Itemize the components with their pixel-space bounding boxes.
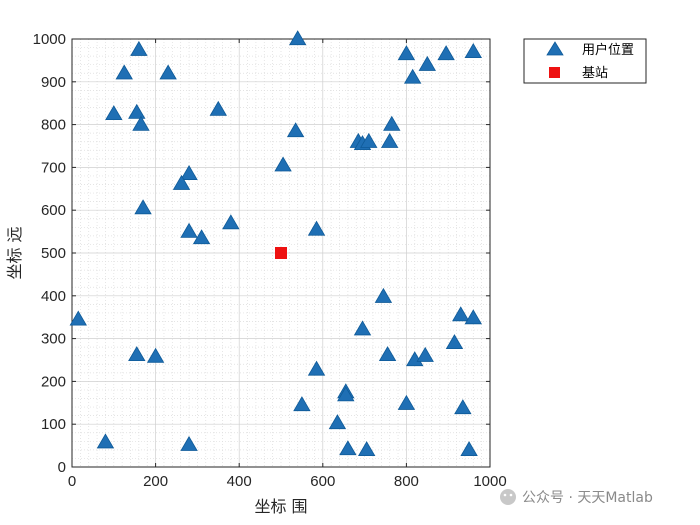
user-location-point [289, 30, 307, 46]
user-location-point [105, 105, 123, 121]
x-tick-label: 0 [68, 473, 76, 490]
user-location-point [437, 45, 455, 61]
user-location-point [328, 414, 347, 430]
y-tick-label: 1000 [33, 31, 66, 48]
y-tick-label: 900 [41, 74, 66, 91]
watermark-text: 公众号 · 天天Matlab [522, 490, 653, 506]
user-location-point [146, 347, 165, 363]
y-tick-labels: 0 100 200 300 400 500 600 700 800 900 1000 [33, 31, 66, 476]
user-location-point [374, 287, 393, 303]
y-tick-label: 800 [41, 117, 66, 134]
user-location-point [378, 346, 397, 362]
y-tick-label: 400 [41, 288, 66, 305]
y-axis-label: 坐标 远 [5, 226, 24, 279]
user-location-point [180, 165, 198, 180]
x-tick-label: 800 [394, 473, 419, 490]
user-location-point [339, 440, 357, 456]
user-location-point [353, 320, 372, 336]
user-location-point [337, 386, 355, 402]
y-tick-label: 100 [41, 416, 66, 433]
axis-ticks [71, 38, 491, 468]
user-location-point [464, 43, 482, 58]
x-tick-labels: 0 200 400 600 800 1000 [68, 473, 507, 490]
user-location-point [307, 360, 326, 376]
y-tick-label: 300 [41, 331, 66, 348]
user-location-point [134, 199, 152, 215]
user-location-point [397, 45, 416, 61]
legend-box [523, 38, 647, 84]
user-location-point [69, 310, 87, 326]
user-location-point [454, 399, 472, 415]
user-location-point [397, 394, 416, 410]
user-location-point [222, 214, 240, 230]
user-location-point [460, 441, 478, 457]
grid [72, 39, 490, 467]
wechat-icon [500, 489, 516, 505]
legend-label-users: 用户位置 [582, 42, 634, 58]
user-location-point [172, 174, 191, 190]
user-location-point [445, 334, 464, 350]
y-tick-label: 700 [41, 159, 66, 176]
x-tick-label: 200 [143, 473, 168, 490]
user-location-point [180, 222, 198, 238]
legend-label-base-station: 基站 [582, 66, 608, 81]
user-location-point [380, 132, 399, 148]
user-location-point [464, 309, 482, 325]
user-location-point [403, 68, 422, 84]
x-tick-label: 400 [227, 473, 252, 490]
y-tick-label: 0 [58, 459, 66, 476]
user-location-point [274, 156, 292, 172]
y-tick-label: 600 [41, 202, 66, 219]
user-location-point [452, 306, 470, 322]
user-location-point [115, 64, 133, 80]
user-location-point [286, 122, 305, 138]
chart-marks [69, 30, 482, 457]
user-location-point [192, 229, 211, 245]
user-location-point [209, 100, 227, 116]
base-station-point [275, 247, 287, 259]
x-tick-label: 600 [310, 473, 335, 490]
y-tick-label: 200 [41, 373, 66, 390]
y-tick-label: 500 [41, 245, 66, 262]
watermark: 公众号 · 天天Matlab [500, 489, 653, 506]
user-location-point [357, 441, 376, 457]
user-location-point [360, 132, 378, 148]
user-location-point [293, 396, 311, 412]
user-location-point [180, 435, 198, 451]
user-location-point [130, 40, 148, 56]
user-location-point [96, 433, 115, 449]
wechat-icon-eye-right [509, 493, 513, 497]
legend-square-marker [549, 67, 560, 78]
wechat-icon-eye-left [503, 493, 507, 497]
user-location-point [383, 115, 401, 131]
user-location-point [159, 64, 177, 80]
user-location-point [307, 220, 326, 236]
x-axis-label: 坐标 围 [254, 497, 307, 516]
legend-triangle-marker [546, 41, 564, 56]
legend: 用户位置 基站 [523, 38, 647, 84]
x-tick-label: 1000 [473, 473, 506, 490]
user-location-point [128, 346, 146, 362]
user-location-point [128, 103, 146, 119]
user-location-point [416, 346, 434, 362]
user-location-point [132, 115, 150, 131]
user-location-point [418, 55, 436, 71]
